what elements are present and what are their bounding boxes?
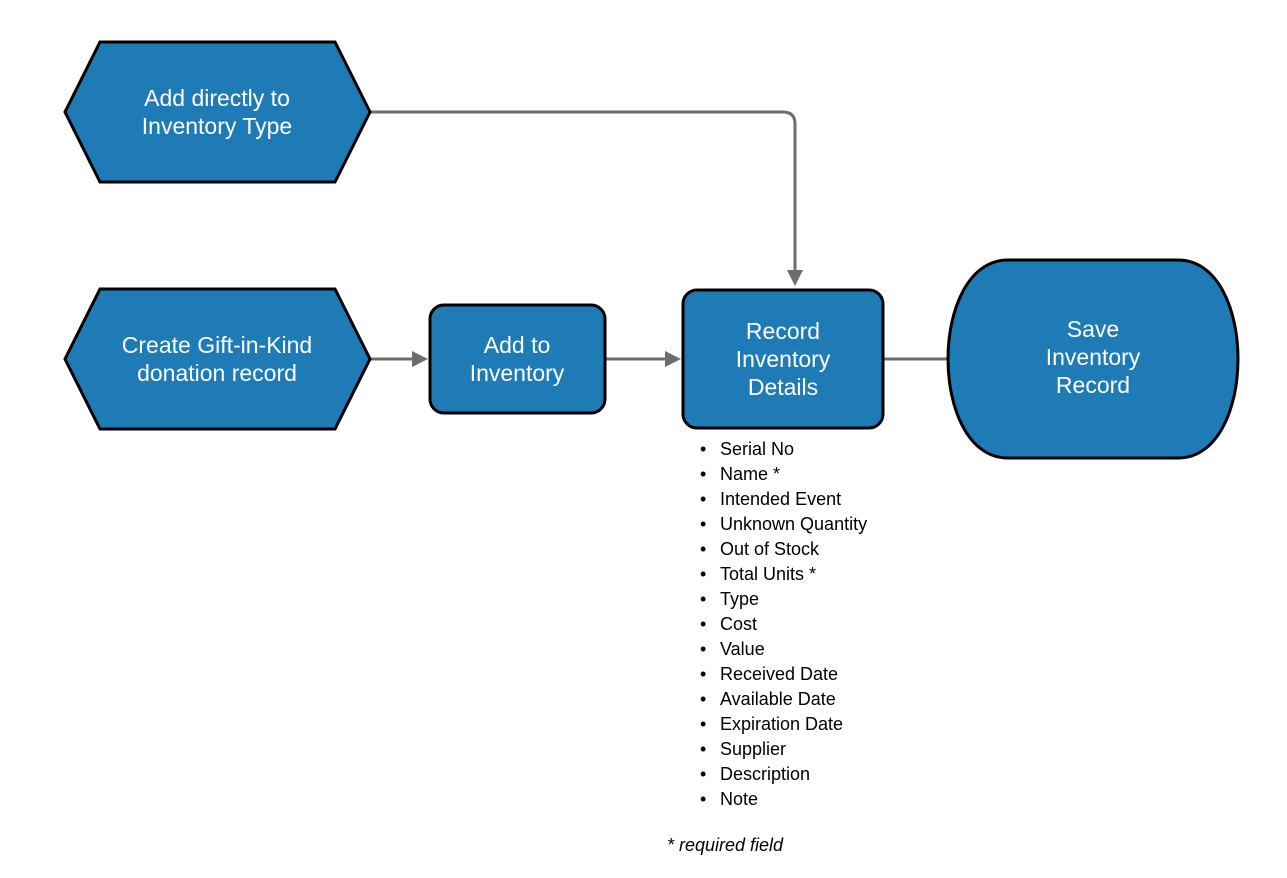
list-bullet: •	[700, 664, 706, 684]
node-add-directly-line1: Add directly to	[144, 85, 290, 111]
details-list: • Serial No • Name * • Intended Event • Unknown…	[700, 439, 867, 809]
list-bullet: •	[700, 564, 706, 584]
list-item: Unknown Quantity	[720, 514, 867, 534]
node-save-record: Save Inventory Record	[948, 260, 1238, 458]
node-save-record-line1: Save	[1067, 316, 1119, 342]
node-add-directly-line2: Inventory Type	[142, 113, 292, 139]
list-bullet: •	[700, 464, 706, 484]
list-item: Description	[720, 764, 810, 784]
list-bullet: •	[700, 489, 706, 509]
list-item: Cost	[720, 614, 757, 634]
list-bullet: •	[700, 639, 706, 659]
list-item: Supplier	[720, 739, 786, 759]
node-create-gift: Create Gift-in-Kind donation record	[65, 289, 370, 429]
node-create-gift-line2: donation record	[137, 360, 297, 386]
node-add-to-inventory: Add to Inventory	[430, 305, 605, 413]
node-save-record-line2: Inventory	[1046, 344, 1141, 370]
list-bullet: •	[700, 614, 706, 634]
node-add-to-inventory-line1: Add to	[484, 332, 551, 358]
list-item: Out of Stock	[720, 539, 820, 559]
node-record-details-line2: Inventory	[736, 346, 831, 372]
list-bullet: •	[700, 539, 706, 559]
list-bullet: •	[700, 764, 706, 784]
list-bullet: •	[700, 789, 706, 809]
list-item: Available Date	[720, 689, 836, 709]
list-bullet: •	[700, 439, 706, 459]
list-item: Serial No	[720, 439, 794, 459]
arrowhead-n2-n3	[412, 351, 428, 367]
list-item: Expiration Date	[720, 714, 843, 734]
list-bullet: •	[700, 514, 706, 534]
required-field-footnote: * required field	[667, 835, 784, 855]
list-item: Note	[720, 789, 758, 809]
node-add-directly: Add directly to Inventory Type	[65, 42, 370, 182]
list-bullet: •	[700, 689, 706, 709]
list-item: Name *	[720, 464, 780, 484]
node-add-to-inventory-line2: Inventory	[470, 360, 565, 386]
list-item: Received Date	[720, 664, 838, 684]
node-record-details-line1: Record	[746, 318, 820, 344]
list-item: Value	[720, 639, 765, 659]
node-save-record-line3: Record	[1056, 372, 1130, 398]
list-item: Intended Event	[720, 489, 841, 509]
list-item: Type	[720, 589, 759, 609]
node-record-details: Record Inventory Details	[683, 290, 883, 428]
list-item: Total Units *	[720, 564, 816, 584]
node-record-details-line3: Details	[748, 374, 818, 400]
arrowhead-n3-n4	[665, 351, 681, 367]
list-bullet: •	[700, 714, 706, 734]
list-bullet: •	[700, 589, 706, 609]
arrowhead-n1-n4	[787, 270, 803, 286]
edge-n1-n4	[370, 112, 795, 272]
list-bullet: •	[700, 739, 706, 759]
node-create-gift-line1: Create Gift-in-Kind	[122, 332, 312, 358]
flowchart-canvas: Add directly to Inventory Type Create Gi…	[0, 0, 1287, 878]
